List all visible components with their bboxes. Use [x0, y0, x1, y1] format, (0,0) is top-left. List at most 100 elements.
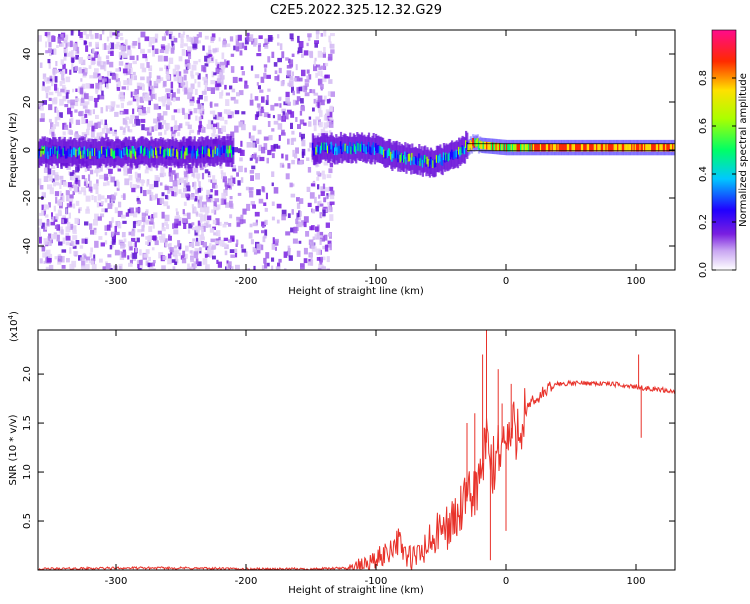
noise-cell: [104, 225, 108, 231]
y-tick-label: 0.5: [22, 513, 33, 529]
noise-cell: [326, 174, 332, 179]
ridge-core: [131, 146, 134, 154]
ridge-core: [673, 143, 675, 152]
noise-cell: [59, 70, 65, 75]
noise-cell: [38, 35, 42, 42]
noise-cell: [132, 221, 136, 228]
ridge-core: [153, 148, 156, 156]
ridge-core: [129, 149, 132, 157]
noise-cell: [84, 93, 89, 100]
noise-cell: [199, 187, 203, 191]
noise-cell: [110, 101, 116, 106]
noise-cell: [267, 56, 271, 63]
noise-cell: [214, 198, 220, 203]
noise-cell: [167, 43, 170, 49]
ridge-core: [141, 145, 143, 154]
noise-cell: [159, 115, 164, 121]
noise-cell: [199, 226, 204, 231]
x-tick-label: -200: [235, 576, 258, 587]
noise-cell: [149, 37, 155, 44]
noise-cell: [110, 42, 115, 50]
noise-cell: [172, 92, 176, 98]
noise-cell: [132, 43, 136, 49]
noise-cell: [66, 42, 70, 47]
x-tick-label: -300: [105, 576, 128, 587]
noise-cell: [320, 186, 326, 193]
noise-cell: [232, 168, 237, 172]
noise-cell: [271, 201, 275, 206]
noise-cell: [286, 65, 292, 69]
noise-cell: [177, 75, 183, 83]
ridge-core: [514, 143, 517, 152]
noise-cell: [328, 118, 332, 123]
noise-cell: [72, 190, 75, 195]
ridge-core: [592, 143, 595, 152]
noise-cell: [115, 73, 119, 80]
noise-cell: [69, 194, 74, 199]
noise-cell: [312, 107, 315, 112]
ridge-core: [59, 146, 62, 154]
noise-cell: [297, 47, 303, 53]
ridge-core: [39, 148, 42, 156]
colorbar-tick-label: 0.0: [698, 262, 709, 278]
noise-cell: [290, 38, 294, 42]
ridge-core: [222, 145, 225, 154]
noise-cell: [257, 129, 262, 135]
noise-cell: [285, 231, 291, 236]
noise-cell: [97, 216, 102, 221]
ridge-core: [559, 143, 562, 152]
ridge-core: [521, 143, 524, 152]
colorbar-label: Normalized spectral amplitude: [738, 73, 749, 227]
noise-cell: [287, 138, 290, 145]
ridge-core: [73, 147, 76, 155]
noise-cell: [271, 51, 275, 58]
noise-cell: [250, 201, 255, 206]
noise-cell: [48, 62, 51, 69]
noise-cell: [274, 70, 278, 74]
noise-cell: [328, 233, 332, 237]
noise-cell: [328, 168, 333, 174]
noise-cell: [171, 115, 175, 121]
noise-cell: [70, 240, 74, 245]
noise-cell: [39, 118, 45, 122]
noise-cell: [61, 35, 64, 41]
noise-cell: [98, 136, 103, 140]
noise-cell: [211, 33, 216, 38]
noise-cell: [100, 195, 105, 200]
noise-cell: [292, 99, 297, 106]
noise-cell: [54, 224, 58, 229]
noise-cell: [140, 48, 145, 54]
noise-cell: [163, 172, 167, 177]
noise-cell: [194, 79, 197, 84]
noise-cell: [285, 154, 289, 161]
noise-cell: [236, 92, 240, 97]
noise-cell: [287, 251, 291, 258]
ridge-core: [158, 148, 161, 156]
noise-cell: [241, 111, 246, 115]
ridge-core: [440, 157, 443, 165]
noise-cell: [130, 75, 133, 81]
noise-cell: [138, 109, 142, 114]
noise-cell: [84, 113, 88, 118]
noise-cell: [249, 34, 254, 42]
ridge-core: [121, 150, 124, 159]
noise-cell: [317, 133, 322, 140]
noise-cell: [73, 225, 77, 231]
noise-cell: [59, 190, 62, 195]
noise-cell: [185, 81, 189, 88]
ridge-core: [528, 143, 531, 152]
noise-cell: [90, 131, 95, 138]
ridge-core: [174, 147, 177, 156]
noise-cell: [142, 190, 147, 197]
noise-cell: [160, 182, 163, 186]
noise-cell: [108, 172, 112, 177]
noise-cell: [320, 191, 325, 196]
ridge-core: [380, 146, 383, 155]
noise-cell: [109, 245, 113, 250]
ridge-core: [482, 141, 485, 150]
noise-cell: [264, 68, 267, 73]
noise-cell: [51, 178, 55, 183]
noise-cell: [200, 105, 204, 111]
noise-cell: [235, 35, 238, 42]
